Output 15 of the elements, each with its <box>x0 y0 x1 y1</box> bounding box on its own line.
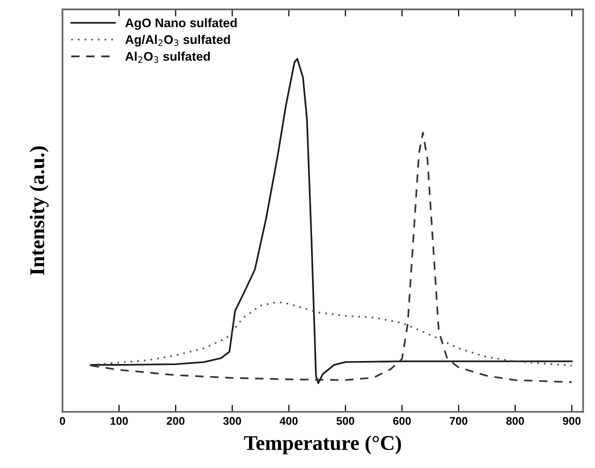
x-tick-label: 100 <box>110 416 128 425</box>
x-tick-label: 300 <box>223 416 242 425</box>
x-tick-label: 600 <box>393 416 411 425</box>
x-tick-label: 700 <box>450 416 468 425</box>
x-axis-title: Temperature (°C) <box>244 435 401 454</box>
y-axis-title: Intensity (a.u.) <box>30 146 49 276</box>
x-tick-label: 200 <box>166 416 184 425</box>
x-tick-label: 400 <box>280 416 298 425</box>
x-tick-label: 0 <box>60 416 66 425</box>
x-tick-label: 500 <box>336 416 354 425</box>
x-tick-label: 900 <box>562 416 581 425</box>
x-tick-label: 800 <box>506 416 524 425</box>
legend-label: Al$_{2}$O$_{3}$ sulfated <box>125 52 210 63</box>
legend-label: AgO Nano sulfated <box>125 18 237 30</box>
legend-label: Ag/Al$_{2}$O$_{3}$ sulfated <box>125 34 230 47</box>
